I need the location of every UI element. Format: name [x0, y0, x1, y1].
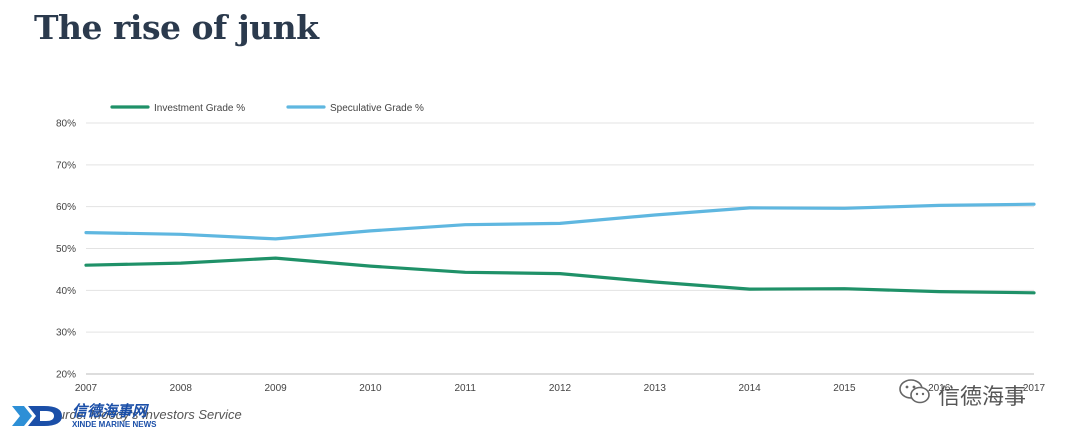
x-tick-label: 2011 — [454, 383, 476, 394]
x-tick-label: 2012 — [549, 383, 572, 394]
chart-title: The rise of junk — [34, 8, 319, 47]
x-axis-ticks: 2007 2008 2009 2010 2011 2012 2013 2014 2015 2016… — [75, 383, 1046, 394]
y-tick-label: 60% — [56, 202, 76, 213]
legend: Investment Grade % Speculative Grade % — [110, 103, 424, 114]
gridlines — [86, 122, 1034, 375]
y-tick-label: 70% — [56, 160, 76, 171]
series-line-speculative-grade — [84, 202, 1036, 241]
y-tick-label: 40% — [56, 286, 76, 297]
x-tick-label: 2009 — [264, 383, 287, 394]
site-logo[interactable]: 信德海事网 XINDE MARINE NEWS — [10, 402, 156, 430]
x-tick-label: 2010 — [359, 383, 382, 394]
logo-english-text: XINDE MARINE NEWS — [72, 419, 157, 429]
source-note: Source: Moody's Investors Service — [42, 407, 242, 422]
x-tick-label: 2008 — [170, 383, 193, 394]
logo-chinese-text: 信德海事网 — [72, 401, 148, 420]
series-lines — [84, 202, 1036, 295]
series-line-investment-grade — [84, 256, 1036, 295]
y-tick-label: 30% — [56, 328, 76, 339]
x-tick-label: 2016 — [928, 383, 951, 394]
y-tick-label: 50% — [56, 244, 76, 255]
legend-label: Investment Grade % — [154, 103, 245, 114]
x-tick-label: 2014 — [738, 383, 761, 394]
x-tick-label: 2017 — [1023, 383, 1046, 394]
xd-logo-icon — [10, 402, 66, 430]
legend-label: Speculative Grade % — [330, 103, 424, 114]
y-tick-label: 20% — [56, 370, 76, 381]
wechat-icon — [898, 378, 932, 411]
x-tick-label: 2007 — [75, 383, 98, 394]
y-axis-ticks: 20% 30% 40% 50% 60% 70% 80% — [56, 119, 76, 381]
x-tick-label: 2015 — [833, 383, 856, 394]
x-tick-label: 2013 — [644, 383, 667, 394]
watermark: 信德海事 — [898, 378, 1026, 411]
watermark-text: 信德海事 — [938, 384, 1027, 410]
y-tick-label: 80% — [56, 119, 76, 130]
